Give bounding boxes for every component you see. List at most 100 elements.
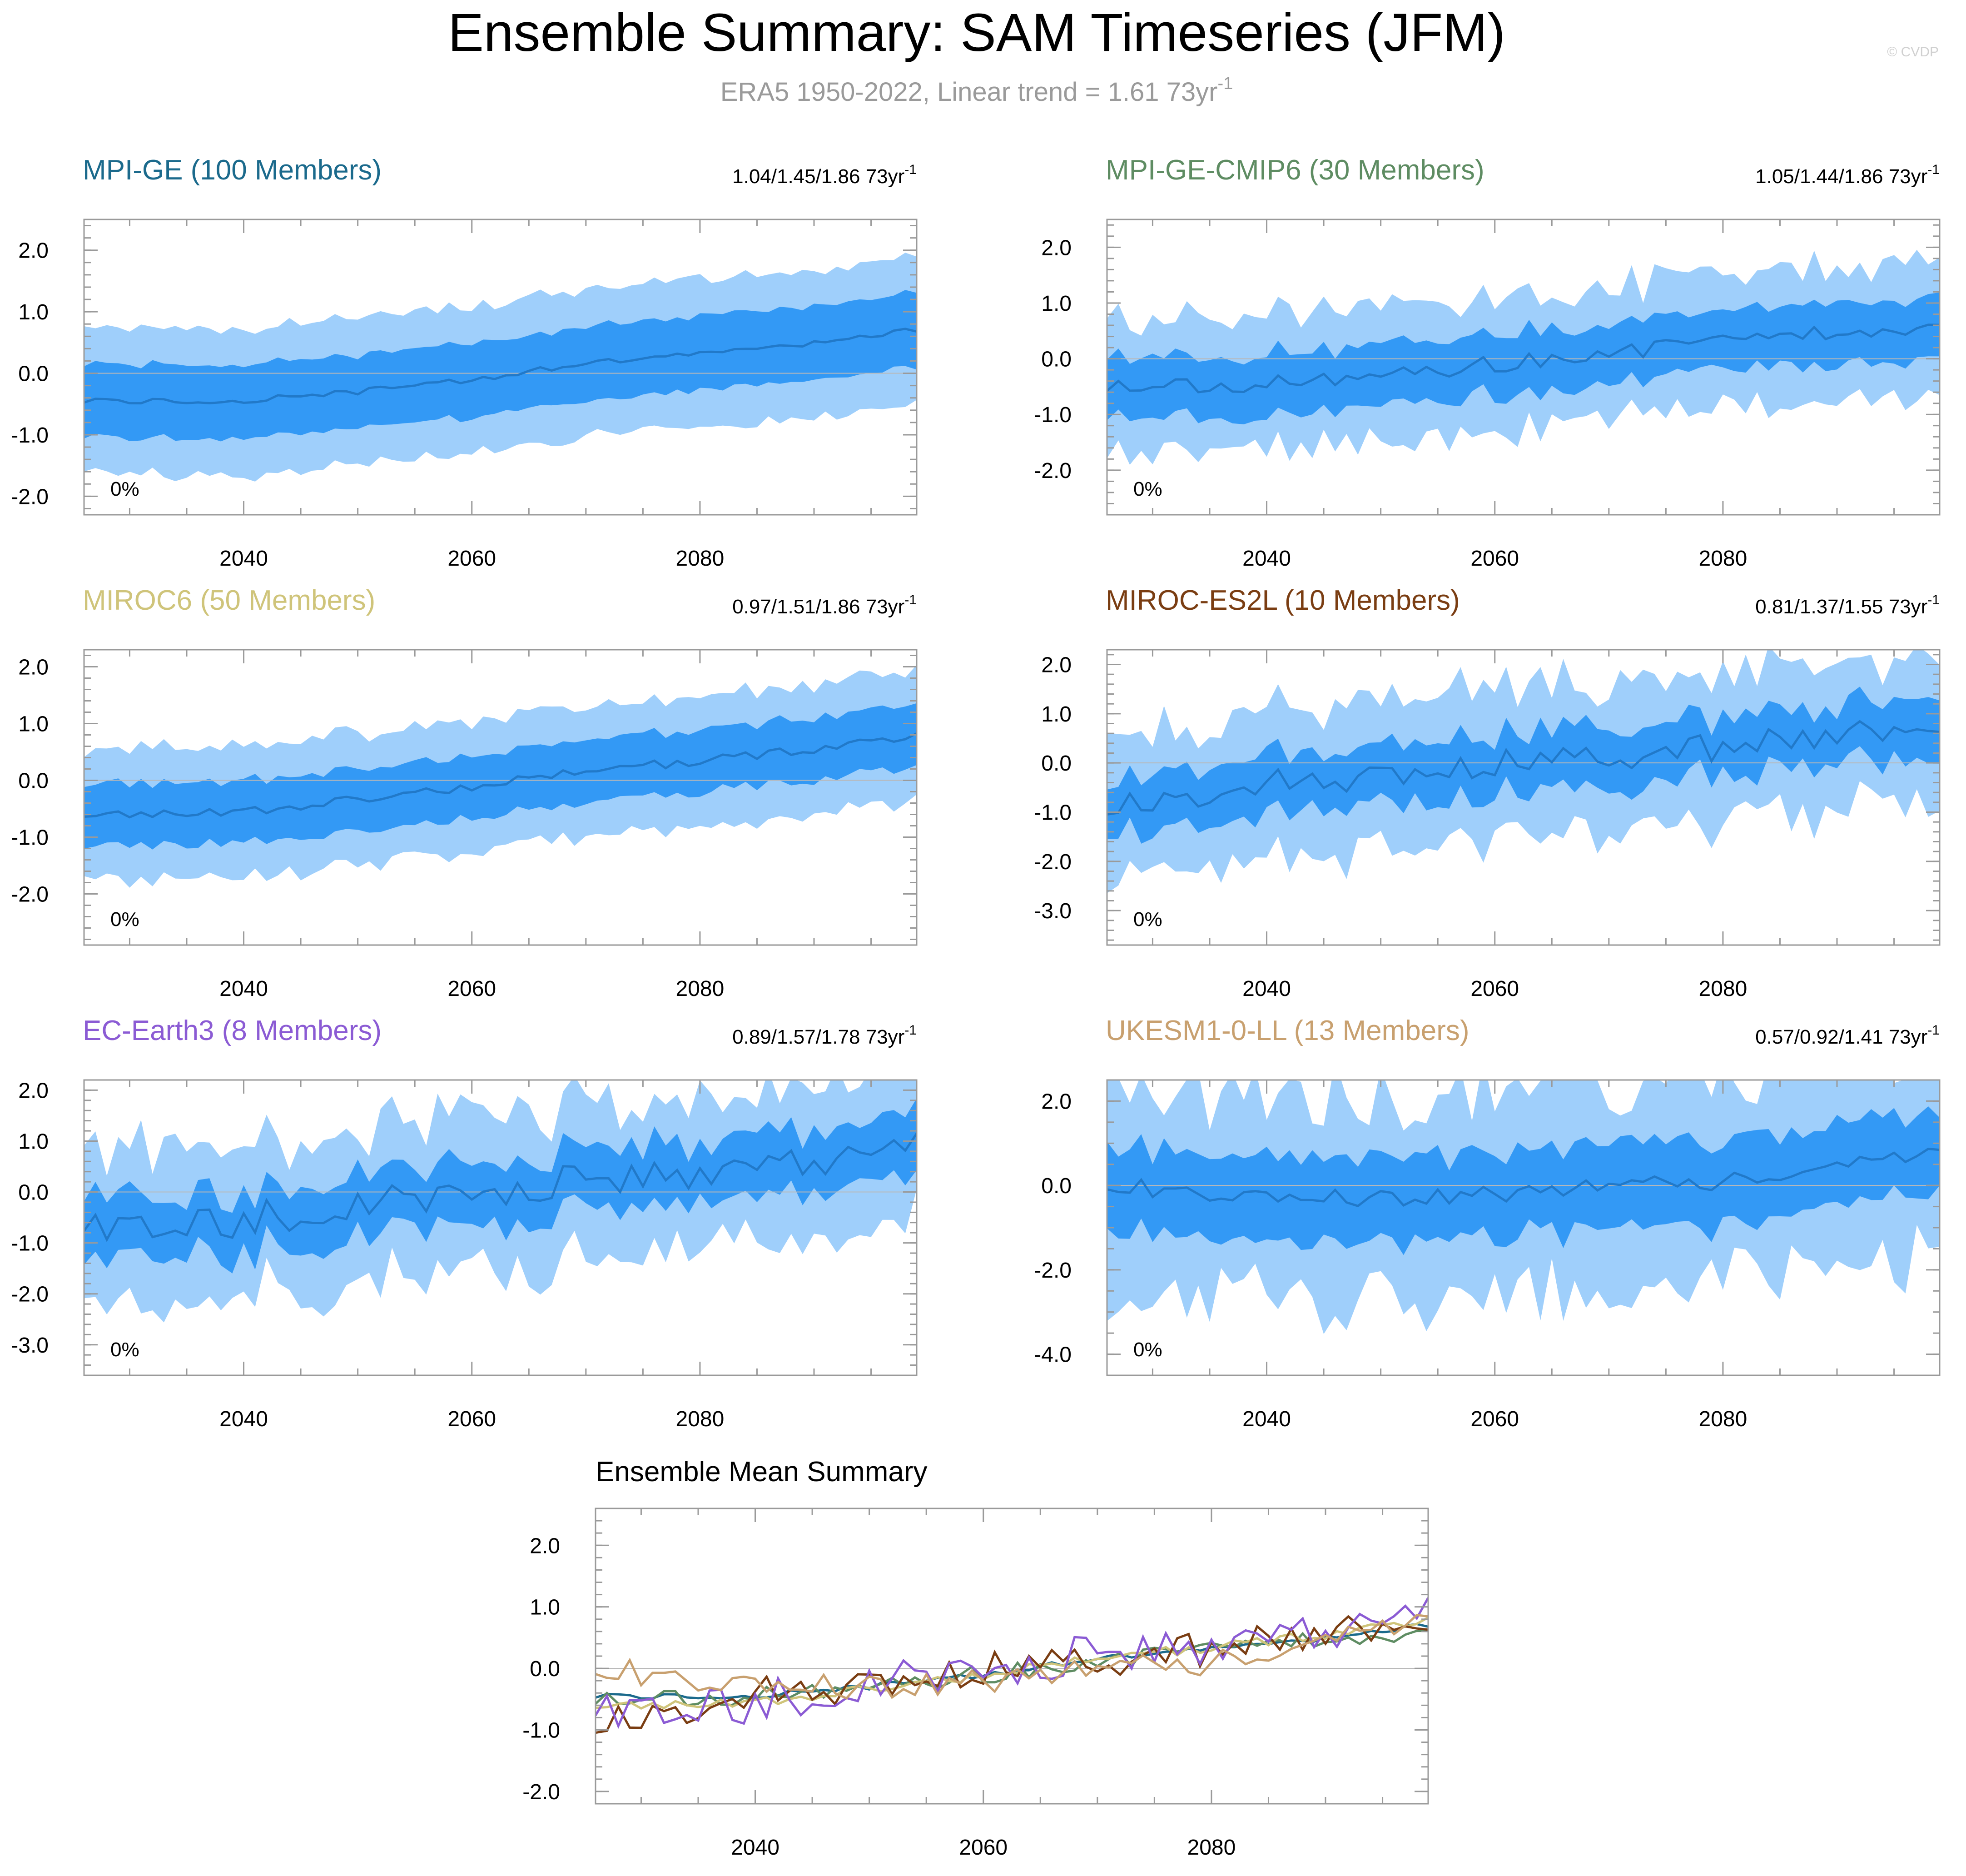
y-tick-label: -2.0 — [11, 883, 49, 907]
y-tick-label: 0.0 — [1041, 751, 1072, 776]
y-tick-label: 1.0 — [1041, 292, 1072, 316]
y-tick-label: 0.0 — [1041, 1174, 1072, 1198]
trend-label-text: 0.81/1.37/1.55 73yr — [1755, 596, 1927, 618]
trend-label-text: 0.97/1.51/1.86 73yr — [732, 596, 904, 618]
x-tick-label: 2060 — [447, 977, 496, 1001]
summary-title: Ensemble Mean Summary — [596, 1456, 928, 1488]
summary-mean-line — [596, 1617, 1428, 1710]
trend-label: 1.05/1.44/1.86 73yr-1 — [1755, 162, 1940, 188]
x-tick-label: 2080 — [1699, 547, 1748, 571]
y-tick-label: -1.0 — [11, 1232, 49, 1256]
trend-label-sup: -1 — [1927, 1023, 1940, 1038]
ensemble-mean-line — [1107, 323, 1940, 393]
trend-label: 0.81/1.37/1.55 73yr-1 — [1755, 592, 1940, 618]
y-tick-label: -2.0 — [11, 1283, 49, 1307]
trend-label-sup: -1 — [904, 1023, 917, 1038]
percent-label: 0% — [110, 1339, 139, 1361]
trend-label-text: 1.04/1.45/1.86 73yr — [732, 165, 904, 188]
y-tick-label: 1.0 — [18, 300, 49, 324]
x-tick-label: 2080 — [1187, 1836, 1236, 1860]
trend-label: 0.89/1.57/1.78 73yr-1 — [732, 1023, 917, 1048]
figure-title: Ensemble Summary: SAM Timeseries (JFM) — [448, 3, 1505, 63]
inner-spread-band — [84, 290, 917, 442]
percent-label: 0% — [1133, 478, 1162, 500]
trend-label: 0.57/0.92/1.41 73yr-1 — [1755, 1023, 1940, 1048]
y-tick-label: 0.0 — [18, 1181, 49, 1205]
x-tick-label: 2040 — [1242, 1407, 1291, 1431]
y-tick-label: -1.0 — [11, 826, 49, 850]
inner-spread-band — [1107, 687, 1940, 844]
x-tick-label: 2040 — [1242, 547, 1291, 571]
panel-title: EC-Earth3 (8 Members) — [83, 1015, 382, 1046]
plot-frame-0 — [83, 219, 918, 516]
panel-title: MIROC-ES2L (10 Members) — [1106, 585, 1460, 616]
y-tick-label: -2.0 — [11, 485, 49, 509]
plot-area-5 — [1107, 1080, 1940, 1334]
plot-frame-3 — [1106, 649, 1941, 946]
y-tick-label: -1.0 — [522, 1719, 560, 1743]
y-tick-label: -2.0 — [1034, 1259, 1072, 1283]
inner-spread-band — [1107, 1106, 1940, 1255]
panel-container: -2.0 -1.0 0.0 1.0 2.0 2040 2060 2080 MPI-GE (100… — [11, 154, 1941, 1860]
percent-label: 0% — [1133, 1339, 1162, 1361]
trend-label: 1.04/1.45/1.86 73yr-1 — [732, 162, 917, 188]
x-tick-label: 2060 — [447, 1407, 496, 1431]
percent-label: 0% — [110, 478, 139, 500]
y-tick-label: -1.0 — [11, 423, 49, 448]
plot-frame-1 — [1106, 219, 1941, 516]
trend-label: 0.97/1.51/1.86 73yr-1 — [732, 592, 917, 618]
percent-label: 0% — [110, 908, 139, 931]
plot-area-4 — [84, 1080, 917, 1323]
y-tick-label: -4.0 — [1034, 1343, 1072, 1367]
plot-area-1 — [1107, 249, 1940, 465]
panel-title: UKESM1-0-LL (13 Members) — [1106, 1015, 1470, 1046]
plot-frame-2 — [83, 649, 918, 946]
y-tick-label: 1.0 — [18, 712, 49, 736]
y-tick-label: 0.0 — [1041, 348, 1072, 372]
y-tick-label: 2.0 — [1041, 1090, 1072, 1114]
x-tick-label: 2080 — [676, 547, 725, 571]
ensemble-mean-line — [84, 732, 917, 819]
y-tick-label: 2.0 — [1041, 236, 1072, 260]
figure-subtitle: ERA5 1950-2022, Linear trend = 1.61 73yr… — [720, 74, 1233, 107]
summary-mean-line — [596, 1613, 1428, 1700]
y-tick-label: -1.0 — [1034, 801, 1072, 825]
copyright-label: © CVDP — [1887, 45, 1939, 60]
y-tick-label: 2.0 — [530, 1534, 560, 1558]
trend-label-text: 0.89/1.57/1.78 73yr — [732, 1026, 904, 1048]
x-tick-label: 2040 — [219, 1407, 268, 1431]
y-tick-label: 2.0 — [18, 239, 49, 263]
y-tick-label: 2.0 — [1041, 653, 1072, 677]
plot-frame-6 — [595, 1508, 1429, 1805]
panel-title: MPI-GE-CMIP6 (30 Members) — [1106, 154, 1484, 186]
y-tick-label: -3.0 — [1034, 899, 1072, 923]
y-tick-label: 1.0 — [1041, 702, 1072, 727]
x-tick-label: 2040 — [219, 547, 268, 571]
plot-area-2 — [84, 665, 917, 888]
y-tick-label: -2.0 — [1034, 459, 1072, 483]
percent-label: 0% — [1133, 908, 1162, 931]
y-tick-label: -2.0 — [522, 1780, 560, 1804]
trend-label-sup: -1 — [1927, 592, 1940, 607]
x-tick-label: 2040 — [731, 1836, 779, 1860]
x-tick-label: 2040 — [1242, 977, 1291, 1001]
y-tick-label: 0.0 — [530, 1657, 560, 1681]
ensemble-mean-line — [84, 328, 917, 405]
ensemble-mean-line — [84, 1133, 917, 1242]
x-tick-label: 2080 — [1699, 1407, 1748, 1431]
y-tick-label: 2.0 — [18, 1079, 49, 1103]
ensemble-mean-line — [1107, 1148, 1940, 1208]
y-tick-label: 0.0 — [18, 362, 49, 386]
x-tick-label: 2060 — [1470, 547, 1519, 571]
y-tick-label: -3.0 — [11, 1334, 49, 1358]
summary-mean-line — [596, 1597, 1428, 1729]
y-tick-label: 1.0 — [18, 1130, 49, 1154]
x-tick-label: 2060 — [1470, 977, 1519, 1001]
plot-area-3 — [1107, 650, 1940, 893]
trend-label-text: 1.05/1.44/1.86 73yr — [1755, 165, 1927, 188]
x-tick-label: 2060 — [447, 547, 496, 571]
summary-mean-line — [596, 1629, 1428, 1707]
y-tick-label: -1.0 — [1034, 403, 1072, 427]
summary-plot-area — [596, 1597, 1428, 1734]
